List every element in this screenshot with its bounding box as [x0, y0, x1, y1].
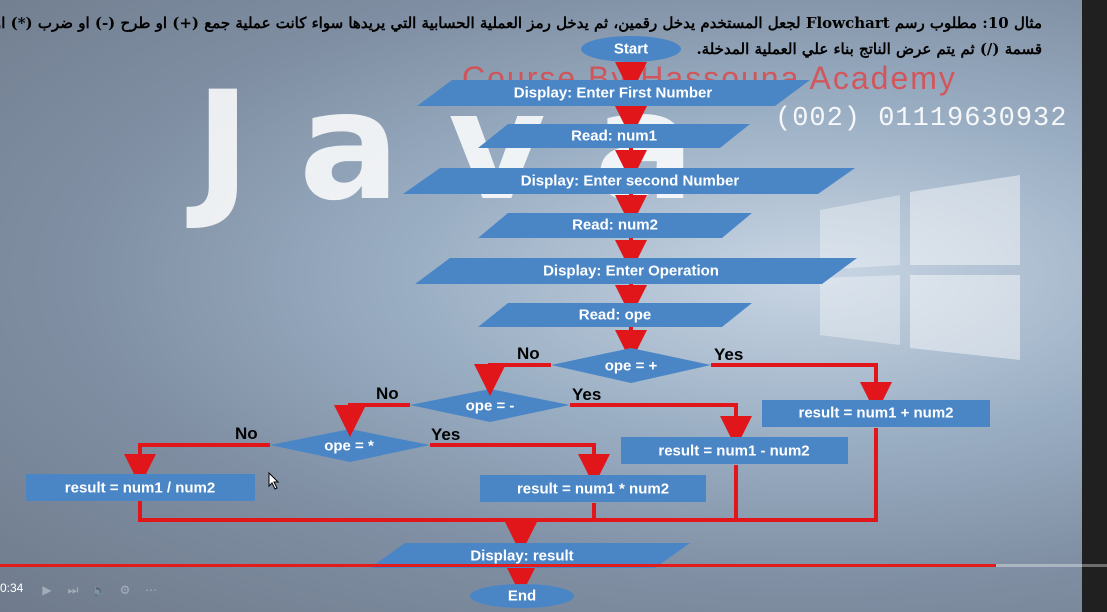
result-mul-label: result = num1 * num2	[516, 480, 670, 498]
next-icon[interactable]: ⏭	[67, 583, 79, 597]
progress-fill	[0, 564, 997, 567]
decision-plus-label: ope = +	[604, 357, 658, 375]
windows-logo-icon	[820, 175, 1020, 360]
read-ope-shape	[478, 303, 752, 327]
result-sub-box	[621, 437, 848, 464]
display-result-shape	[370, 543, 690, 568]
end-label: End	[507, 587, 537, 605]
player-controls: ▶ ⏭ 🔈 ⚙ ⋯	[40, 583, 158, 597]
display-first-label: Display: Enter First Number	[513, 84, 713, 102]
yes-label-plus: Yes	[714, 345, 744, 364]
decision-plus-shape	[551, 348, 711, 383]
result-div-label: result = num1 / num2	[64, 479, 216, 497]
display-result-label: Display: result	[470, 547, 574, 565]
right-edge	[1082, 0, 1107, 612]
display-first-shape	[417, 80, 810, 106]
settings-icon[interactable]: ⚙	[119, 583, 131, 597]
no-label-plus: No	[517, 344, 540, 363]
more-icon[interactable]: ⋯	[145, 583, 157, 597]
read-num1-shape	[478, 124, 750, 148]
progress-bar[interactable]	[0, 564, 1107, 567]
volume-icon[interactable]: 🔈	[92, 583, 107, 597]
result-mul-box	[480, 475, 706, 502]
end-terminal	[470, 584, 574, 608]
no-label-minus: No	[376, 384, 399, 403]
problem-text-line2: قسمة (/) ثم يتم عرض الناتج بناء علي العم…	[696, 40, 1042, 58]
yes-label-mult: Yes	[431, 425, 461, 444]
flowchart	[26, 36, 990, 608]
read-num2-shape	[478, 213, 752, 238]
display-second-shape	[403, 168, 855, 194]
read-num1-label: Read: num1	[571, 127, 657, 145]
no-label-mult: No	[235, 424, 258, 443]
decision-minus-label: ope = -	[465, 397, 515, 415]
display-operation-label: Display: Enter Operation	[543, 262, 719, 280]
phone-watermark: (002) 01119630932	[775, 104, 1068, 134]
read-ope-label: Read: ope	[578, 306, 652, 324]
play-icon[interactable]: ▶	[42, 583, 52, 597]
mouse-cursor-icon	[268, 472, 280, 490]
problem-text-line1: مثال 10: مطلوب رسم Flowchart لجعل المستخ…	[0, 14, 1042, 32]
start-terminal	[581, 36, 681, 62]
display-second-label: Display: Enter second Number	[520, 172, 740, 190]
result-add-label: result = num1 + num2	[798, 404, 954, 422]
start-label: Start	[613, 40, 649, 58]
result-add-box	[762, 400, 990, 427]
result-sub-label: result = num1 - num2	[658, 442, 810, 460]
video-content: مثال 10: مطلوب رسم Flowchart لجعل المستخ…	[0, 0, 1082, 612]
decision-mult-shape	[270, 429, 430, 462]
decision-mult-label: ope = *	[324, 437, 374, 455]
display-operation-shape	[415, 258, 857, 284]
current-time: 0:34	[0, 581, 24, 595]
read-num2-label: Read: num2	[572, 216, 658, 234]
decision-minus-shape	[410, 389, 570, 422]
result-div-box	[26, 474, 255, 501]
yes-label-minus: Yes	[572, 385, 602, 404]
